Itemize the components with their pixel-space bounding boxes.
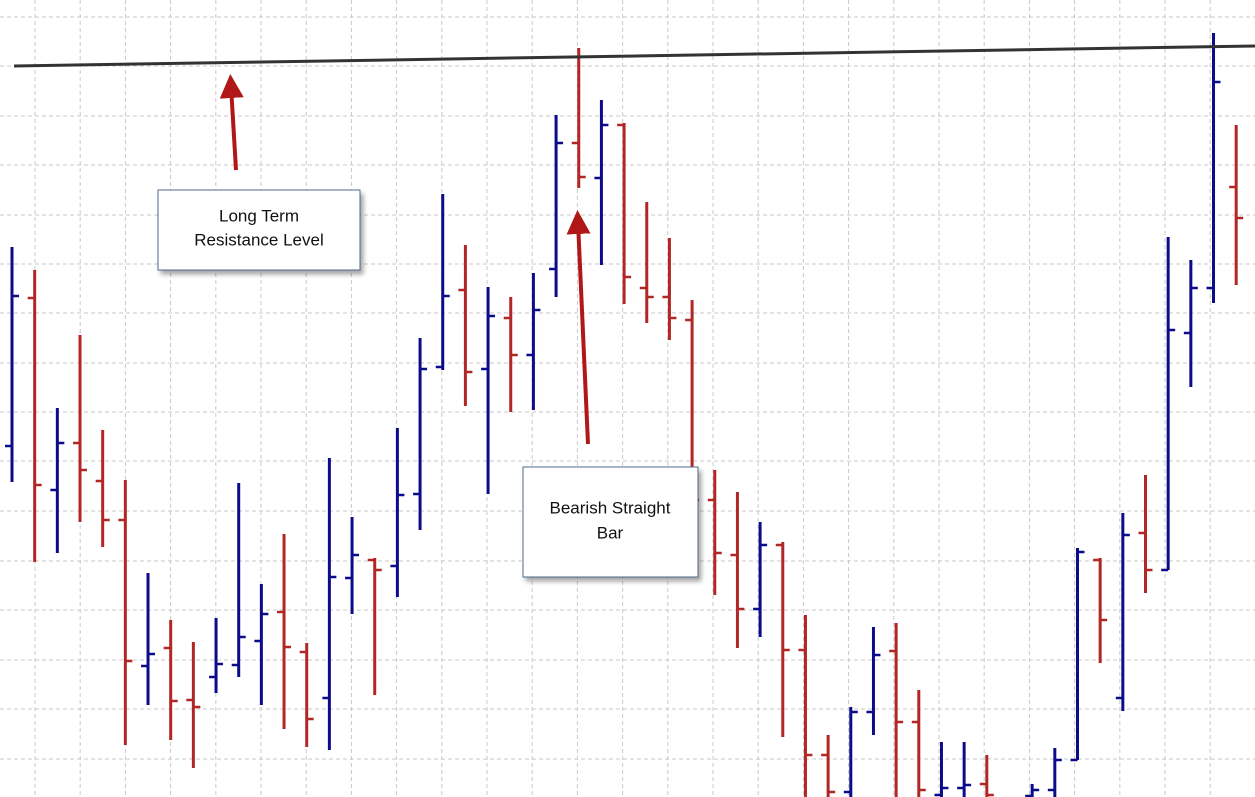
annotation-text: Bar <box>597 523 624 542</box>
resistance-line <box>13 44 1255 68</box>
overlay: Long Term Resistance Level Bearish Strai… <box>157 74 699 578</box>
arrow <box>566 210 591 445</box>
annotation-text: Long Term <box>219 206 299 225</box>
annotation-box <box>157 189 361 271</box>
annotation-text: Bearish Straight <box>550 498 671 517</box>
arrow <box>219 74 244 171</box>
annotation-box <box>522 466 699 578</box>
annotation-text: Resistance Level <box>194 230 323 249</box>
bars <box>5 33 1255 797</box>
